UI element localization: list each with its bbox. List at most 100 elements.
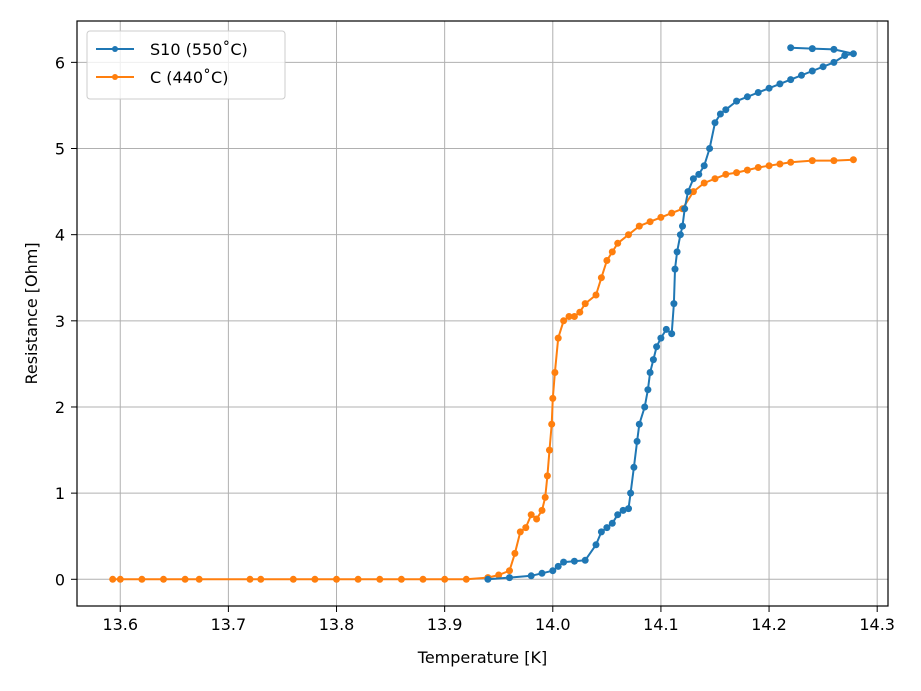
- x-tick-label-4: 14.0: [535, 615, 571, 634]
- data-point: [679, 222, 686, 230]
- x-tick-label-7: 14.3: [859, 615, 895, 634]
- x-axis-title: Temperature [K]: [417, 648, 547, 667]
- data-point: [668, 209, 676, 217]
- data-point: [657, 213, 665, 221]
- data-point: [625, 231, 632, 239]
- data-point: [527, 511, 535, 519]
- data-point: [787, 76, 795, 84]
- data-point: [787, 158, 795, 166]
- data-point: [538, 569, 546, 577]
- data-point: [516, 528, 524, 536]
- data-point: [554, 334, 562, 342]
- data-point: [597, 274, 605, 282]
- data-point: [533, 515, 541, 523]
- data-point: [608, 519, 616, 527]
- y-axis-ticks: 0 1 2 3 4 5 6: [55, 53, 77, 589]
- data-point: [700, 162, 708, 170]
- data-point: [597, 528, 605, 536]
- grid: [77, 21, 888, 606]
- data-point: [733, 169, 741, 177]
- x-tick-label-3: 13.9: [427, 615, 463, 634]
- data-point: [289, 575, 297, 583]
- data-point: [641, 403, 649, 411]
- data-point: [668, 330, 676, 338]
- data-point: [657, 334, 665, 342]
- data-point: [625, 505, 632, 513]
- data-point: [684, 188, 692, 196]
- data-point: [670, 300, 678, 308]
- data-point: [743, 93, 751, 101]
- data-point: [376, 575, 384, 583]
- data-point: [849, 50, 857, 58]
- data-point: [627, 489, 635, 497]
- legend-label-c: C (440˚C): [150, 68, 228, 87]
- data-point: [754, 164, 762, 171]
- data-point: [830, 45, 838, 53]
- data-point: [160, 575, 167, 583]
- data-point: [581, 300, 589, 308]
- data-point: [541, 493, 549, 501]
- data-point: [635, 420, 643, 428]
- data-point: [765, 84, 773, 92]
- data-point: [527, 572, 535, 580]
- x-axis-ticks: 13.6 13.7 13.8 13.9 14.0 14.1 14.2 14.3: [102, 606, 895, 634]
- data-point: [841, 52, 849, 59]
- data-point: [689, 175, 697, 183]
- data-point: [543, 472, 551, 480]
- data-point: [138, 575, 146, 583]
- data-point: [662, 325, 670, 333]
- data-point: [619, 506, 627, 514]
- series-s10: [484, 44, 857, 583]
- data-point: [495, 571, 503, 579]
- x-tick-label-1: 13.7: [211, 615, 247, 634]
- data-point: [808, 157, 816, 165]
- data-point: [116, 575, 124, 583]
- data-point: [565, 313, 573, 320]
- data-point: [798, 71, 805, 79]
- data-point: [646, 218, 654, 226]
- y-tick-label-3: 3: [55, 312, 65, 331]
- data-point: [733, 97, 741, 105]
- legend-label-s10: S10 (550˚C): [150, 40, 248, 59]
- data-point: [354, 575, 362, 583]
- data-point: [511, 549, 519, 557]
- x-tick-label-0: 13.6: [102, 615, 138, 634]
- data-point: [808, 67, 816, 75]
- data-point: [397, 575, 405, 583]
- data-point: [570, 313, 578, 320]
- data-point: [546, 446, 553, 454]
- legend-box: [86, 30, 286, 100]
- data-point: [608, 248, 616, 256]
- legend-entry-s10: S10 (550˚C): [96, 40, 248, 59]
- data-point: [549, 567, 557, 575]
- data-point: [257, 575, 265, 583]
- data-point: [441, 575, 449, 583]
- data-point: [195, 575, 203, 583]
- data-point: [506, 574, 513, 582]
- data-point: [787, 44, 795, 52]
- x-tick-label-6: 14.2: [751, 615, 787, 634]
- data-point: [711, 175, 719, 183]
- data-point: [576, 308, 584, 316]
- data-point: [830, 58, 838, 66]
- data-point: [538, 506, 546, 514]
- y-tick-label-6: 6: [55, 53, 65, 72]
- data-point: [592, 541, 600, 549]
- y-tick-label-4: 4: [55, 226, 65, 245]
- data-point: [754, 89, 762, 96]
- data-point: [681, 205, 689, 213]
- y-tick-label-1: 1: [55, 484, 65, 503]
- legend-marker-s10: [112, 46, 118, 52]
- data-point: [630, 463, 638, 471]
- data-point: [581, 556, 589, 564]
- data-point: [181, 575, 189, 583]
- data-point: [246, 575, 254, 583]
- data-point: [649, 356, 657, 364]
- data-point: [808, 45, 816, 53]
- data-point: [689, 188, 697, 196]
- data-point: [765, 162, 773, 170]
- data-point: [776, 160, 784, 168]
- data-point: [673, 248, 681, 256]
